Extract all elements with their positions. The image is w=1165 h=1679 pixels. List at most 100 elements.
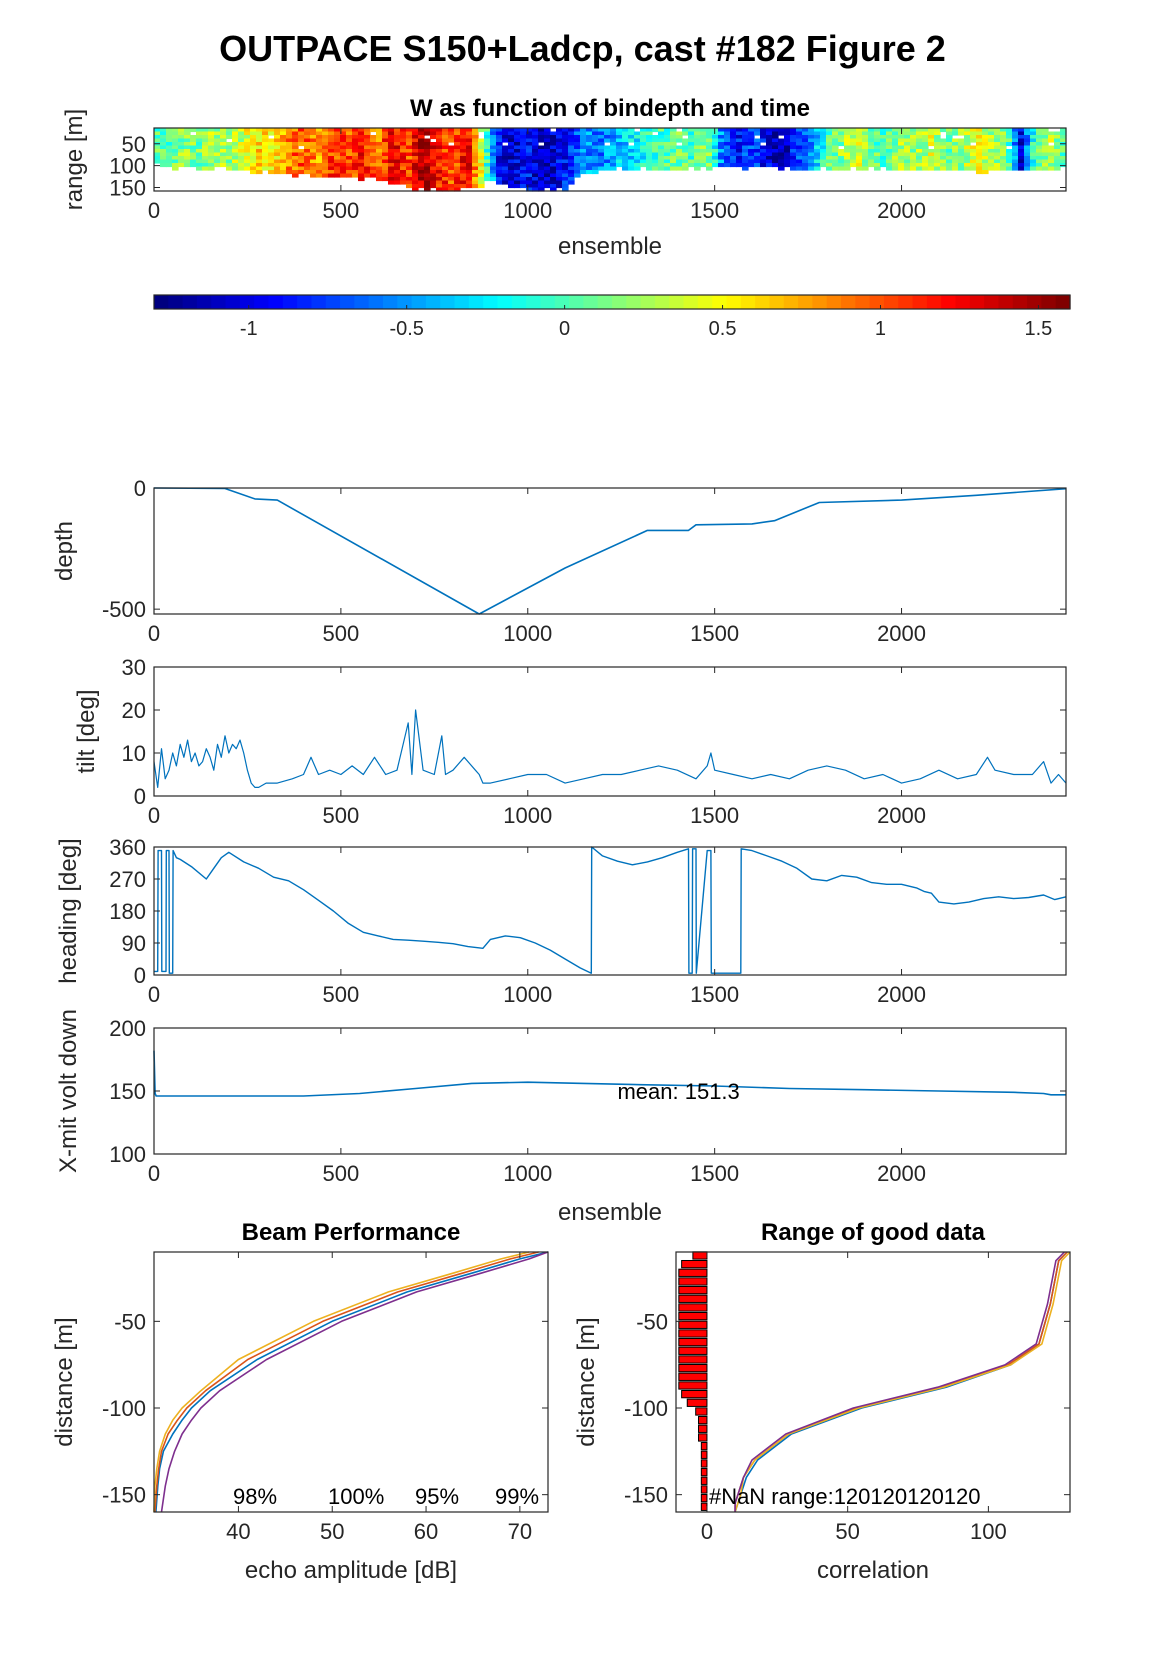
- heatmap-cell: [382, 166, 389, 171]
- heatmap-cell: [268, 138, 275, 143]
- heatmap-cell: [346, 138, 353, 143]
- heatmap-cell: [970, 131, 977, 136]
- heatmap-cell: [700, 128, 707, 133]
- heatmap-cell: [880, 131, 887, 136]
- heatmap-cell: [352, 166, 359, 171]
- heatmap-cell: [664, 138, 671, 143]
- y-tick-label: 360: [109, 835, 146, 860]
- heatmap-cell: [1048, 156, 1055, 161]
- heatmap-cell: [880, 135, 887, 140]
- plot-background: [154, 1252, 548, 1512]
- heatmap-cell: [208, 166, 215, 171]
- heatmap-cell: [634, 149, 641, 154]
- heatmap-cell: [712, 128, 719, 133]
- heatmap-cell: [418, 131, 425, 136]
- heatmap-cell: [244, 159, 251, 164]
- heatmap-cell: [826, 145, 833, 150]
- heatmap-cell: [562, 187, 569, 192]
- heatmap-cell: [442, 142, 449, 147]
- heatmap-cell: [562, 173, 569, 178]
- heatmap-cell: [904, 142, 911, 147]
- y-tick-label: 50: [122, 132, 146, 157]
- heatmap-cell: [574, 156, 581, 161]
- heatmap-cell: [646, 131, 653, 136]
- heatmap-cell: [418, 163, 425, 168]
- heatmap-cell: [964, 135, 971, 140]
- heatmap-cell: [340, 131, 347, 136]
- heatmap-cell: [598, 152, 605, 157]
- heatmap-cell: [250, 170, 257, 175]
- x-tick-label: 1500: [690, 982, 739, 1007]
- heatmap-cell: [772, 131, 779, 136]
- heatmap-cell: [580, 170, 587, 175]
- heatmap-cell: [484, 166, 491, 171]
- heatmap-cell: [460, 152, 467, 157]
- heatmap-cell: [478, 173, 485, 178]
- heatmap-cell: [520, 173, 527, 178]
- heatmap-cell: [730, 152, 737, 157]
- heatmap-cell: [484, 138, 491, 143]
- heatmap-cell: [1042, 142, 1049, 147]
- heatmap-cell: [976, 138, 983, 143]
- heatmap-cell: [814, 159, 821, 164]
- heatmap-cell: [982, 156, 989, 161]
- heatmap-cell: [1030, 142, 1037, 147]
- heatmap-cell: [514, 138, 521, 143]
- heatmap-cell: [694, 135, 701, 140]
- heatmap-cell: [898, 145, 905, 150]
- heatmap-cell: [544, 184, 551, 189]
- heatmap-cell: [244, 149, 251, 154]
- heatmap-cell: [196, 128, 203, 133]
- heatmap-cell: [370, 145, 377, 150]
- heatmap-cell: [718, 152, 725, 157]
- heatmap-cell: [880, 163, 887, 168]
- heatmap-cell: [526, 180, 533, 185]
- heatmap-cell: [508, 156, 515, 161]
- heatmap-cell: [784, 138, 791, 143]
- heatmap-cell: [256, 152, 263, 157]
- heatmap-cell: [1054, 166, 1061, 171]
- heatmap-cell: [916, 149, 923, 154]
- heatmap-cell: [1012, 152, 1019, 157]
- heatmap-cell: [334, 149, 341, 154]
- heatmap-cell: [658, 128, 665, 133]
- heatmap-cell: [844, 163, 851, 168]
- range-bar: [700, 1441, 708, 1451]
- heatmap-cell: [514, 131, 521, 136]
- heatmap-cell: [220, 142, 227, 147]
- heatmap-cell: [862, 131, 869, 136]
- heatmap-cell: [856, 159, 863, 164]
- heatmap-cell: [754, 152, 761, 157]
- heatmap-cell: [850, 163, 857, 168]
- heatmap-cell: [340, 166, 347, 171]
- heatmap-cell: [748, 152, 755, 157]
- range-bar: [678, 1311, 708, 1321]
- axes-frame: [153, 487, 1067, 615]
- heatmap-cell: [514, 177, 521, 182]
- heatmap-cell: [658, 135, 665, 140]
- heatmap-cell: [196, 131, 203, 136]
- heatmap-cell: [418, 135, 425, 140]
- heatmap-cell: [340, 142, 347, 147]
- colorbar-swatch: [841, 295, 856, 309]
- heatmap-cell: [220, 145, 227, 150]
- colorbar-tick-label: 1: [875, 318, 886, 340]
- colorbar-swatch: [239, 295, 255, 309]
- heatmap-cell: [226, 128, 233, 133]
- heatmap-cell: [544, 149, 551, 154]
- heatmap-cell: [322, 131, 329, 136]
- heatmap-cell: [610, 145, 617, 150]
- heatmap-cell: [472, 156, 479, 161]
- heatmap-cell: [520, 177, 527, 182]
- heatmap-cell: [1042, 159, 1049, 164]
- heatmap-cell: [880, 149, 887, 154]
- heatmap-cell: [514, 152, 521, 157]
- heatmap-cell: [316, 149, 323, 154]
- heatmap-cell: [496, 166, 503, 171]
- heatmap-cell: [238, 156, 245, 161]
- y-tick-label: -150: [624, 1483, 668, 1508]
- heatmap-cell: [670, 145, 677, 150]
- heatmap-cell: [838, 128, 845, 133]
- heatmap-cell: [898, 159, 905, 164]
